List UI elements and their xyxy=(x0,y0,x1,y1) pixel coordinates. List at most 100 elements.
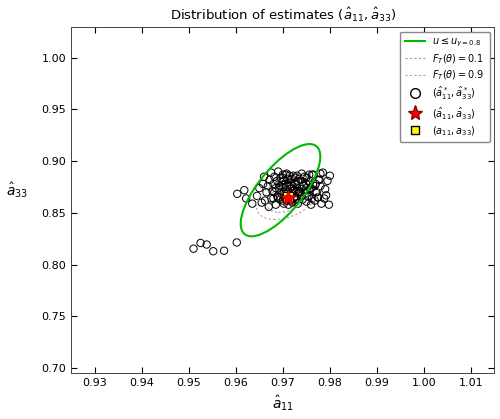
Point xyxy=(289,172,297,179)
Point xyxy=(282,171,290,178)
Point xyxy=(270,189,278,196)
Point xyxy=(325,201,333,208)
Point xyxy=(310,171,318,178)
Point xyxy=(253,192,261,199)
Point xyxy=(290,194,298,201)
Point xyxy=(321,186,329,192)
Point xyxy=(306,186,314,192)
Point xyxy=(270,195,278,202)
Point xyxy=(275,187,283,194)
Point xyxy=(286,172,294,179)
Point xyxy=(309,181,317,187)
Point xyxy=(302,190,310,197)
Point xyxy=(298,196,306,203)
Point xyxy=(272,201,280,208)
Point xyxy=(264,183,272,189)
Point xyxy=(196,240,204,246)
Point xyxy=(290,180,298,186)
Point xyxy=(233,191,241,197)
Point xyxy=(278,191,286,198)
Point xyxy=(273,178,281,184)
Point xyxy=(267,195,275,202)
Point xyxy=(220,247,228,254)
Point xyxy=(270,173,278,180)
Point xyxy=(312,189,320,196)
Point xyxy=(284,195,292,202)
Point xyxy=(270,181,278,187)
Point xyxy=(316,170,324,177)
X-axis label: $\hat{a}_{11}$: $\hat{a}_{11}$ xyxy=(272,394,294,414)
Point xyxy=(291,174,299,181)
Point xyxy=(300,183,308,189)
Point xyxy=(292,196,300,203)
Point xyxy=(233,239,241,246)
Point xyxy=(304,178,312,184)
Point xyxy=(282,184,290,190)
Point xyxy=(264,203,272,210)
Point xyxy=(281,193,289,200)
Point xyxy=(296,193,304,200)
Point xyxy=(294,178,302,184)
Point xyxy=(326,172,334,179)
Point xyxy=(293,195,301,202)
Point xyxy=(311,183,319,189)
Point xyxy=(298,170,306,177)
Point xyxy=(294,200,302,207)
Point xyxy=(311,197,319,204)
Point xyxy=(279,197,287,204)
Point xyxy=(304,193,312,200)
Point xyxy=(267,169,275,176)
Point xyxy=(292,181,300,187)
Point xyxy=(284,176,292,182)
Point xyxy=(324,178,332,184)
Point xyxy=(274,194,282,201)
Point xyxy=(304,187,312,194)
Point xyxy=(284,189,292,196)
Point xyxy=(314,194,322,201)
Point xyxy=(304,193,312,200)
Point xyxy=(279,171,287,178)
Point xyxy=(300,183,308,189)
Point xyxy=(286,185,294,191)
Point xyxy=(308,171,316,178)
Point xyxy=(279,174,287,181)
Point xyxy=(320,195,328,202)
Point xyxy=(281,186,289,192)
Point xyxy=(258,199,266,206)
Point xyxy=(300,173,308,180)
Point xyxy=(284,178,292,184)
Point xyxy=(266,176,274,183)
Point xyxy=(279,184,287,190)
Point xyxy=(298,185,306,191)
Legend: $u \leq u_{\gamma=0.8}$, $F_T(\theta) = 0.1$, $F_T(\theta) = 0.9$, $(\hat{a}^*_{: $u \leq u_{\gamma=0.8}$, $F_T(\theta) = … xyxy=(400,31,490,142)
Point xyxy=(276,183,284,189)
Point xyxy=(202,241,210,248)
Point xyxy=(288,183,296,189)
Point xyxy=(302,181,310,187)
Point xyxy=(261,197,269,204)
Point xyxy=(262,189,270,196)
Point xyxy=(276,174,284,181)
Point xyxy=(280,194,288,201)
Point xyxy=(312,189,320,196)
Point xyxy=(288,199,296,206)
Point xyxy=(286,178,294,185)
Point xyxy=(272,185,280,191)
Point xyxy=(248,200,256,207)
Point xyxy=(268,188,276,194)
Point xyxy=(278,178,286,185)
Point xyxy=(322,192,330,199)
Point xyxy=(302,174,310,181)
Point xyxy=(302,198,310,205)
Point xyxy=(289,188,297,194)
Point xyxy=(274,168,282,175)
Point xyxy=(307,185,315,191)
Point xyxy=(190,245,198,252)
Point xyxy=(296,176,304,183)
Title: Distribution of estimates $(\hat{a}_{11}, \hat{a}_{33})$: Distribution of estimates $(\hat{a}_{11}… xyxy=(170,5,396,24)
Point xyxy=(316,183,324,189)
Point xyxy=(242,195,250,202)
Point xyxy=(288,176,296,182)
Point xyxy=(275,182,283,189)
Point xyxy=(259,181,267,187)
